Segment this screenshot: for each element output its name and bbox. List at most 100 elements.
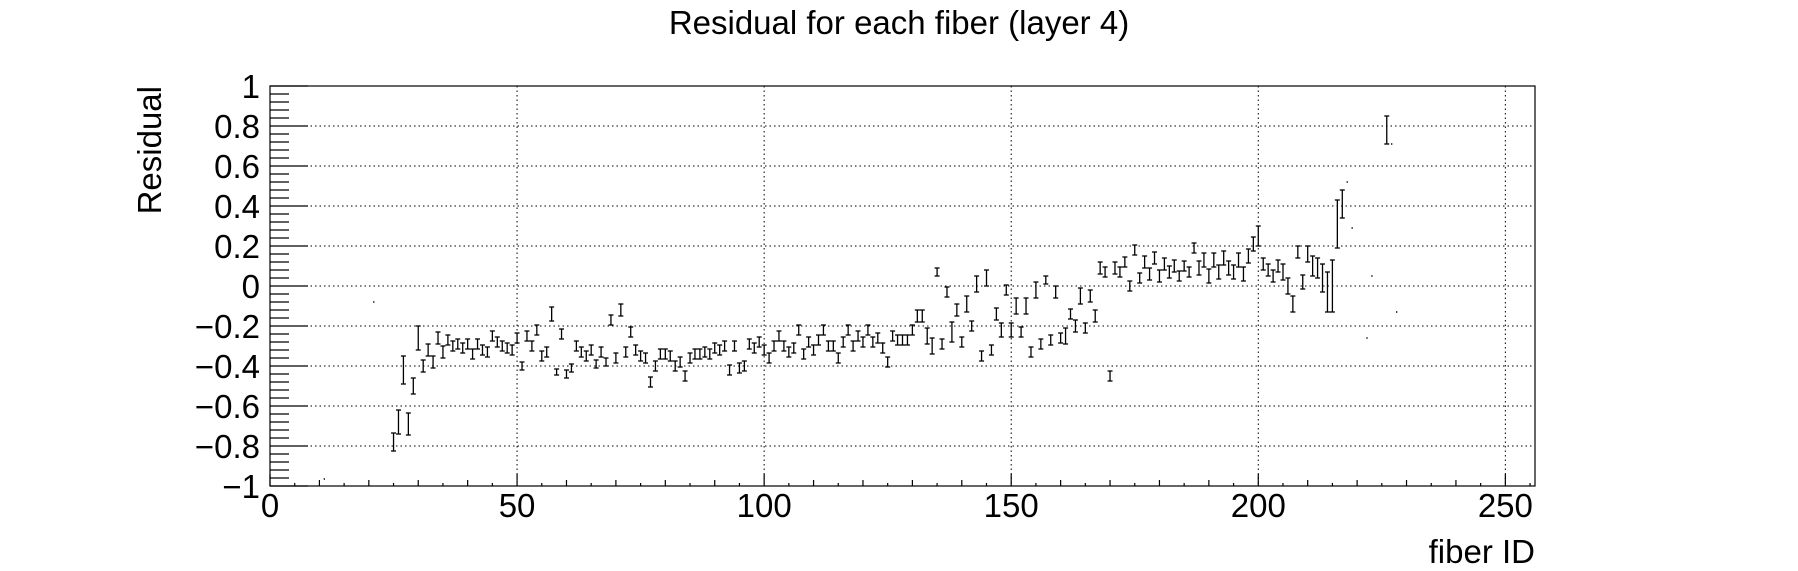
data-point <box>835 352 841 364</box>
data-point <box>949 321 955 343</box>
data-point <box>1166 265 1172 279</box>
y-tick-labels: −1−0.8−0.6−0.4−0.200.20.40.60.81 <box>195 68 260 505</box>
data-point <box>1092 309 1098 323</box>
data-point <box>741 360 747 372</box>
data-point <box>969 320 975 332</box>
y-tick-label: −0.8 <box>195 428 260 465</box>
data-point <box>603 357 609 367</box>
data-point <box>405 412 411 436</box>
data-point <box>756 336 762 348</box>
y-tick-label: 0.4 <box>214 188 260 225</box>
data-point <box>391 432 397 452</box>
data-point <box>959 336 965 348</box>
x-tick-label: 200 <box>1231 487 1286 524</box>
data-point <box>1112 261 1118 275</box>
y-tick-label: 0.8 <box>214 108 260 145</box>
data-point <box>717 344 723 356</box>
data-point <box>939 338 945 350</box>
data-point <box>638 350 644 362</box>
data-point <box>1191 242 1197 254</box>
data-point <box>1221 250 1227 266</box>
data-point <box>1290 295 1296 313</box>
data-point <box>895 334 901 346</box>
data-point <box>1018 326 1024 338</box>
data-point <box>811 344 817 356</box>
data-point <box>1295 245 1301 259</box>
data-point <box>1038 338 1044 350</box>
data-point <box>568 363 574 373</box>
data-point <box>1087 289 1093 303</box>
data-point <box>845 324 851 336</box>
data-point <box>1186 266 1192 278</box>
data-point <box>1226 260 1232 276</box>
data-point <box>573 340 579 352</box>
data-point <box>954 303 960 317</box>
data-point <box>1260 257 1266 271</box>
data-point <box>578 346 584 358</box>
data-point <box>988 344 994 356</box>
data-point <box>672 360 678 372</box>
data-point <box>1142 255 1148 269</box>
data-point <box>1196 260 1202 276</box>
data-point <box>430 355 436 369</box>
data-point <box>791 342 797 354</box>
data-point <box>840 336 846 348</box>
y-tick-label: 0 <box>242 268 260 305</box>
data-point <box>524 330 530 342</box>
data-point <box>776 330 782 342</box>
data-point <box>509 344 515 356</box>
data-point <box>880 342 886 354</box>
data-point <box>993 307 999 321</box>
data-point <box>1063 327 1069 345</box>
data-point <box>450 340 456 352</box>
data-point <box>529 340 535 352</box>
data-point <box>1132 244 1138 256</box>
data-point <box>1176 270 1182 282</box>
y-tick-label: −0.6 <box>195 388 260 425</box>
data-point <box>919 309 925 323</box>
data-point <box>1236 252 1242 268</box>
data-point <box>1245 248 1251 264</box>
data-point <box>489 330 495 342</box>
data-point <box>1068 308 1074 320</box>
data-point <box>1152 251 1158 265</box>
data-point <box>549 306 555 322</box>
data-point <box>682 370 688 382</box>
data-point <box>875 332 881 344</box>
y-tick-label: 0.2 <box>214 228 260 265</box>
data-point <box>1339 189 1345 219</box>
data-point <box>736 362 742 374</box>
plot-frame <box>269 85 1536 487</box>
data-point <box>1028 346 1034 358</box>
data-point <box>1310 255 1316 277</box>
data-point <box>727 364 733 376</box>
data-point <box>484 346 490 358</box>
data-point <box>647 376 653 388</box>
data-point <box>613 352 619 364</box>
data-point <box>1305 245 1311 263</box>
data-point <box>731 340 737 352</box>
data-point <box>1329 259 1335 313</box>
data-point <box>608 314 614 326</box>
grid <box>270 86 1535 486</box>
data-point <box>870 336 876 348</box>
data-point <box>766 352 772 364</box>
data-point <box>900 334 905 346</box>
data-point <box>1206 268 1212 284</box>
y-tick-label: −0.4 <box>195 348 260 385</box>
data-point <box>1275 259 1281 273</box>
data-point <box>445 334 451 346</box>
data-point <box>974 275 980 293</box>
data-point <box>751 342 757 354</box>
data-point <box>1255 225 1261 247</box>
x-tick-label: 100 <box>737 487 792 524</box>
data-point <box>563 369 569 379</box>
data-point <box>998 322 1004 338</box>
data-point <box>554 368 560 376</box>
data-point <box>1324 271 1330 313</box>
data-point <box>1048 334 1054 346</box>
data-point <box>1137 272 1143 284</box>
data-point <box>593 359 599 369</box>
data-point <box>544 346 550 358</box>
x-tick-label: 50 <box>499 487 536 524</box>
